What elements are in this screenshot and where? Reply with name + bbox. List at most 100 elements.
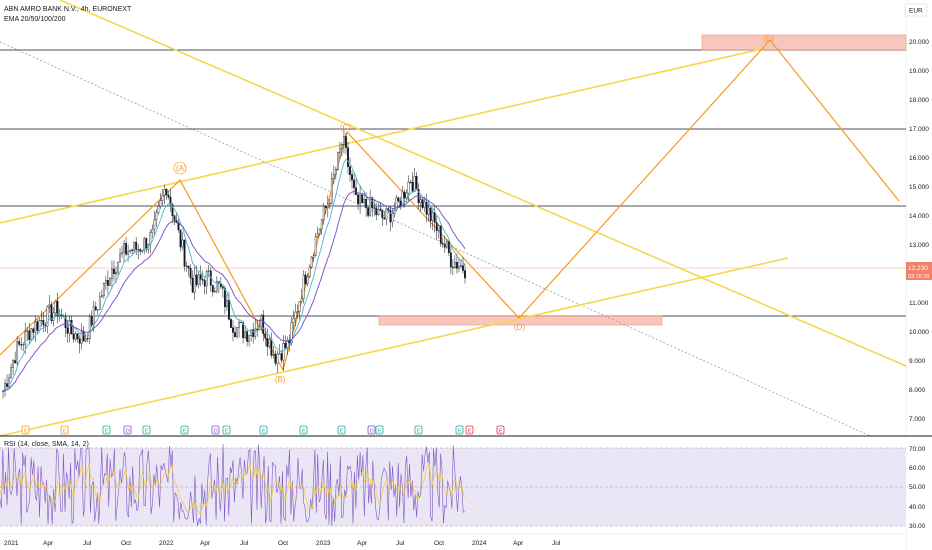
time-tick: Jul bbox=[396, 540, 405, 547]
candle bbox=[361, 194, 364, 203]
candle bbox=[290, 322, 293, 344]
candle bbox=[405, 192, 408, 199]
candle bbox=[456, 262, 458, 269]
resistance-trendline[interactable] bbox=[0, 47, 767, 224]
event-marker[interactable] bbox=[259, 425, 268, 435]
candle bbox=[460, 265, 462, 267]
event-marker[interactable] bbox=[60, 425, 69, 435]
price-tick: 11.000 bbox=[909, 300, 929, 307]
event-marker[interactable] bbox=[21, 425, 30, 435]
event-marker[interactable] bbox=[102, 425, 111, 435]
candle bbox=[391, 213, 394, 223]
event-marker[interactable] bbox=[222, 425, 231, 435]
time-tick: Jul bbox=[552, 540, 561, 547]
candle bbox=[171, 204, 174, 216]
candle bbox=[339, 148, 341, 153]
ema-50-line bbox=[2, 191, 466, 392]
candle bbox=[433, 212, 436, 223]
candle bbox=[425, 201, 428, 215]
candle bbox=[143, 238, 146, 251]
candle bbox=[92, 306, 95, 326]
candle bbox=[359, 194, 361, 204]
candle bbox=[238, 321, 240, 328]
price-tick: 13.000 bbox=[909, 242, 929, 249]
candle bbox=[82, 331, 85, 342]
candle bbox=[98, 296, 101, 310]
candle bbox=[349, 166, 351, 175]
candle bbox=[46, 306, 49, 327]
candle bbox=[385, 208, 388, 220]
event-marker-label: E bbox=[24, 429, 28, 435]
event-marker-label: E bbox=[302, 429, 306, 435]
candle bbox=[107, 280, 109, 286]
wave-path[interactable] bbox=[0, 39, 900, 372]
candle bbox=[131, 249, 134, 251]
candle bbox=[377, 209, 380, 216]
countdown-value: 03:15:39 bbox=[908, 274, 929, 280]
candle bbox=[228, 300, 230, 320]
event-marker[interactable] bbox=[180, 425, 189, 435]
candle bbox=[462, 265, 464, 271]
event-marker-label: D bbox=[126, 429, 130, 435]
candle bbox=[234, 332, 236, 338]
time-tick: 2021 bbox=[4, 540, 19, 547]
candle bbox=[278, 353, 281, 355]
candle bbox=[56, 300, 59, 316]
candle bbox=[125, 243, 127, 255]
candle bbox=[298, 301, 301, 312]
currency-button[interactable] bbox=[904, 3, 928, 17]
candle bbox=[453, 262, 456, 268]
event-marker[interactable] bbox=[337, 425, 346, 435]
candle bbox=[292, 318, 295, 323]
candle bbox=[30, 328, 33, 340]
price-tick: 9.000 bbox=[909, 358, 926, 365]
event-marker[interactable] bbox=[299, 425, 308, 435]
candle bbox=[230, 319, 232, 328]
candle bbox=[401, 191, 404, 208]
target-zone-e[interactable] bbox=[701, 34, 907, 51]
candle bbox=[387, 208, 390, 211]
candle bbox=[294, 311, 297, 319]
candle bbox=[84, 338, 87, 342]
candle bbox=[161, 194, 164, 202]
candle bbox=[226, 300, 228, 308]
candle bbox=[205, 271, 208, 287]
event-marker-label: E bbox=[63, 429, 67, 435]
candle bbox=[135, 241, 138, 250]
event-marker[interactable] bbox=[142, 425, 151, 435]
event-marker[interactable] bbox=[496, 425, 505, 435]
time-tick: Oct bbox=[278, 540, 288, 547]
candle bbox=[270, 339, 273, 356]
support-trendline[interactable] bbox=[0, 257, 789, 437]
candle bbox=[68, 320, 71, 334]
event-marker[interactable] bbox=[211, 425, 220, 435]
candle bbox=[250, 329, 253, 336]
candle bbox=[381, 210, 384, 218]
candle bbox=[72, 333, 75, 340]
event-marker[interactable] bbox=[123, 425, 132, 435]
candle bbox=[322, 205, 325, 220]
candle bbox=[246, 331, 249, 342]
time-tick: Apr bbox=[43, 540, 54, 547]
dashed-trendline[interactable] bbox=[0, 41, 871, 437]
candle bbox=[236, 327, 238, 338]
event-marker[interactable] bbox=[375, 425, 384, 435]
candle bbox=[345, 136, 347, 148]
candle bbox=[320, 219, 323, 230]
candle bbox=[123, 243, 125, 253]
currency-label: EUR bbox=[909, 8, 923, 15]
event-marker[interactable] bbox=[414, 425, 423, 435]
candle bbox=[20, 344, 23, 346]
candle bbox=[343, 136, 345, 145]
event-marker[interactable] bbox=[455, 425, 464, 435]
candle bbox=[26, 330, 29, 332]
event-marker[interactable] bbox=[465, 425, 474, 435]
event-marker-label: E bbox=[417, 429, 421, 435]
upper-trendline[interactable] bbox=[59, 0, 907, 367]
candle bbox=[421, 199, 424, 208]
candle bbox=[80, 331, 83, 344]
time-axis[interactable]: 2021 Apr Jul Oct 2022 Apr Jul Oct 2023 A… bbox=[4, 540, 561, 547]
event-marker[interactable] bbox=[367, 425, 376, 435]
main-pane[interactable] bbox=[0, 0, 906, 436]
